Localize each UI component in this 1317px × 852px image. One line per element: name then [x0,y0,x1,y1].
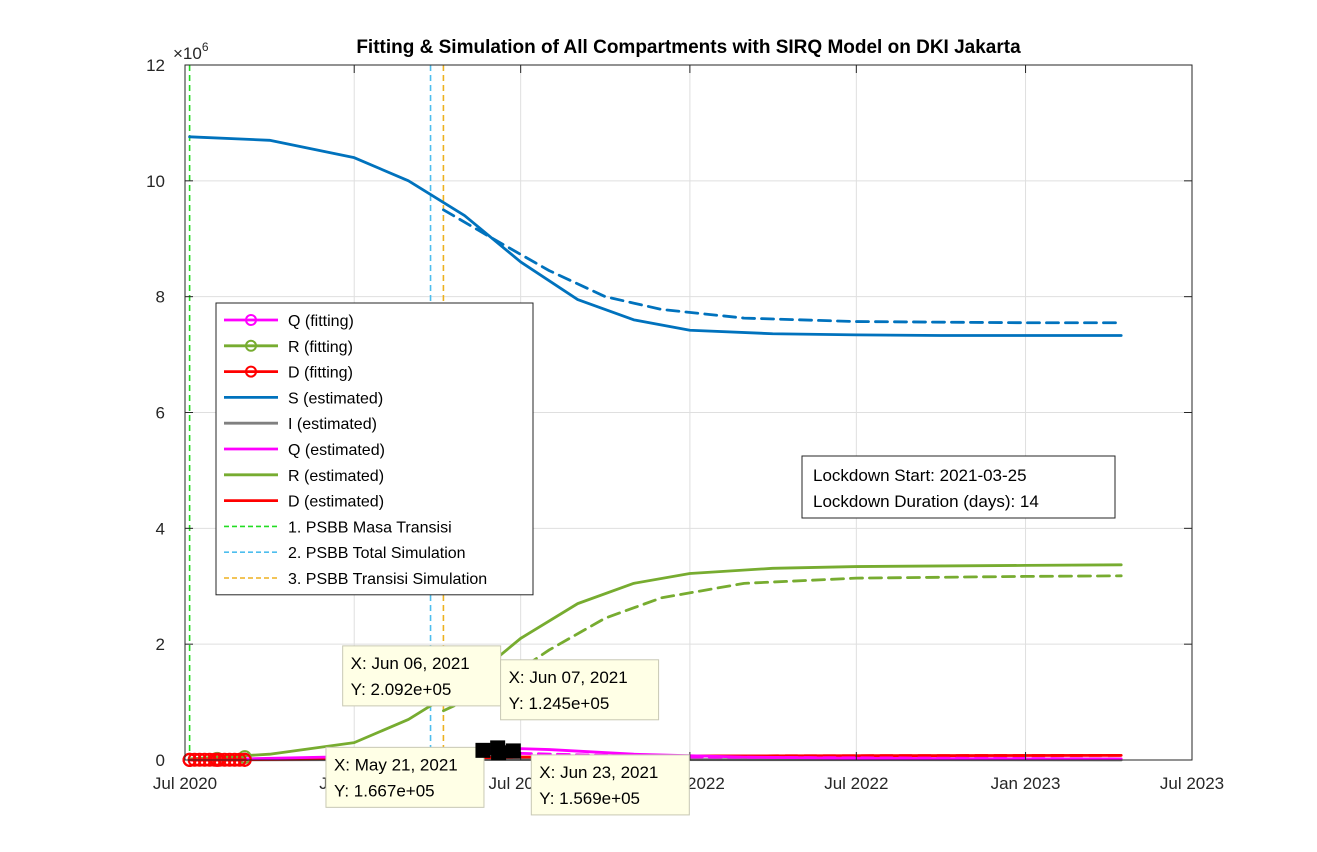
datatip-marker [505,743,521,759]
y-exponent-power: 6 [202,40,209,54]
x-tick-label: Jan 2023 [991,774,1061,793]
datatip-box [530,754,690,816]
annotation-box: Lockdown Start: 2021-03-25 Lockdown Durat… [801,455,1116,519]
datatip-x: X: Jun 07, 2021 [509,668,628,687]
y-tick-label: 6 [156,404,165,423]
y-tick-label: 4 [156,519,165,538]
datatips: X: Jun 06, 2021 Y: 2.092e+05 X: Jun 07, 20… [325,645,690,816]
datatip-y: Y: 1.569e+05 [539,789,640,808]
legend: Q (fitting) R (fitting) D (fitting) S (esti… [215,302,534,596]
series-line [188,563,1123,761]
datatip-x: X: Jun 23, 2021 [539,763,658,782]
series-line [188,135,1123,337]
y-tick-label: 2 [156,635,165,654]
datatip-box [325,746,485,808]
y-tick-label: 0 [156,751,165,770]
x-tick-label: Jul 2022 [824,774,888,793]
datatip-y: Y: 1.667e+05 [334,781,435,800]
annotation-frame [801,455,1116,519]
datatip-y: Y: 2.092e+05 [351,680,452,699]
datatip-box [500,659,660,721]
y-exponent: ×106 [173,40,209,63]
legend-label: R (fitting) [288,339,353,356]
datatip-x: X: May 21, 2021 [334,755,458,774]
y-tick-label: 12 [146,56,165,75]
legend-label: D (fitting) [288,365,353,382]
annotation-line: Lockdown Duration (days): 14 [813,492,1039,511]
y-tick-label: 10 [146,172,165,191]
datatip-y: Y: 1.245e+05 [509,694,610,713]
datatip-marker [491,745,507,761]
legend-marker [245,314,257,326]
legend-label: D (estimated) [288,494,384,511]
legend-label: I (estimated) [288,416,377,433]
legend-label: 2. PSBB Total Simulation [288,545,466,562]
legend-label: R (estimated) [288,468,384,485]
y-exponent-label: ×106 [173,40,209,63]
chart-title: Fitting & Simulation of All Compartments… [356,37,1021,58]
legend-marker [245,339,257,352]
legend-label: 1. PSBB Masa Transisi [288,519,452,536]
series-line [442,208,1123,325]
legend-label: 3. PSBB Transisi Simulation [288,571,487,588]
legend-label: Q (fitting) [288,313,354,330]
legend-label: S (estimated) [288,390,383,407]
x-tick-label: Jul 2023 [1160,774,1224,793]
y-tick-label: 8 [156,288,165,307]
legend-marker [245,365,257,378]
datatip-x: X: Jun 06, 2021 [351,654,470,673]
datatip-marker [475,742,491,758]
annotation-line: Lockdown Start: 2021-03-25 [813,466,1027,485]
legend-label: Q (estimated) [288,442,385,459]
datatip-box [342,645,502,707]
x-tick-label: Jul 2020 [153,774,217,793]
